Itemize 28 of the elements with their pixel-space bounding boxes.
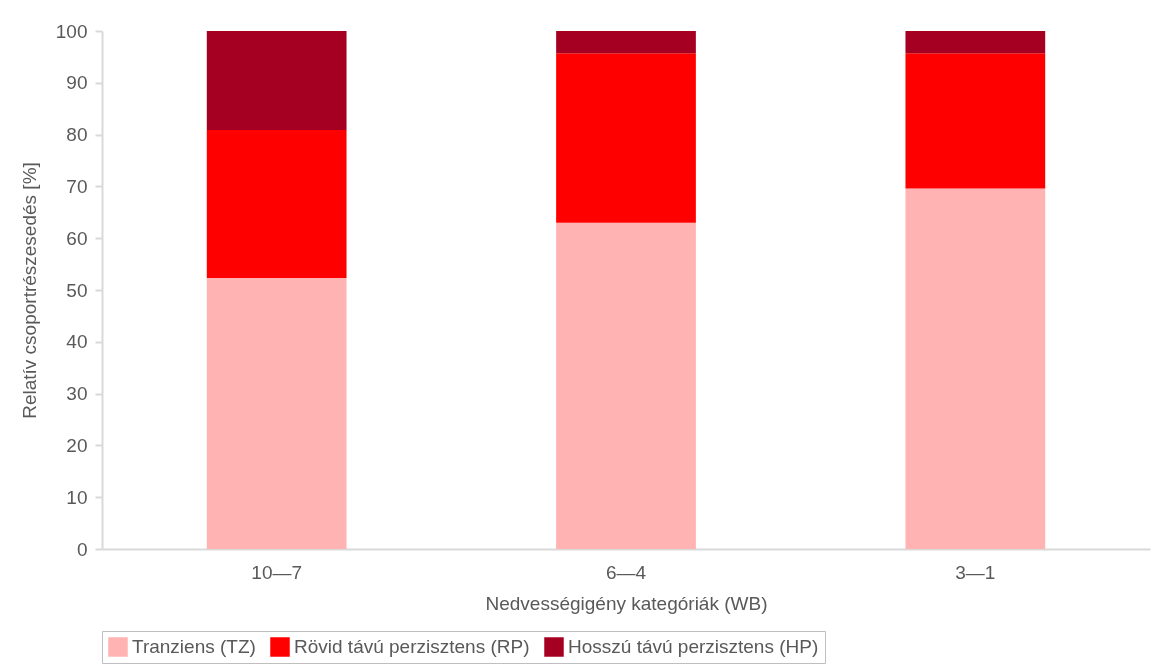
bar [206, 129, 347, 279]
bar [556, 222, 696, 549]
y-tick-label: 80 [66, 124, 88, 146]
bar [206, 31, 347, 130]
y-tick-label: 60 [66, 227, 88, 249]
legend-label: Tranziens (TZ) [132, 636, 256, 657]
bar [556, 31, 696, 54]
y-tick-label: 0 [76, 538, 88, 560]
bar [905, 53, 1046, 189]
x-tick-label: 10—7 [251, 561, 303, 583]
y-tick-label: 100 [55, 20, 88, 42]
x-tick-label: 3—1 [955, 561, 996, 583]
y-axis-title: Relatív csoportrészesedés [%] [18, 162, 40, 419]
y-tick-label: 70 [66, 175, 88, 197]
legend-label: Hosszú távú perzisztens (HP) [568, 636, 819, 657]
y-tick-label: 30 [66, 383, 88, 405]
bar [206, 278, 347, 549]
bar [905, 31, 1046, 54]
y-tick-label: 10 [66, 486, 88, 508]
legend-label: Rövid távú perzisztens (RP) [294, 636, 530, 657]
y-tick-label: 50 [66, 279, 88, 301]
y-tick-label: 90 [66, 72, 88, 94]
bar [556, 53, 696, 223]
y-tick-label: 40 [66, 331, 88, 353]
y-tick-label: 20 [66, 434, 88, 456]
bar [905, 188, 1046, 549]
x-tick-label: 6—4 [605, 561, 647, 583]
x-axis-title: Nedvességigény kategóriák (WB) [485, 592, 768, 614]
